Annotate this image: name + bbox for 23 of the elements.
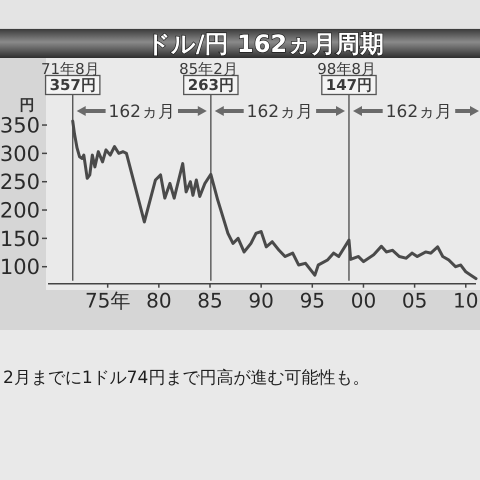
text: 2月までに1ドル74円まで円高が進む可能性も。 [3, 368, 370, 388]
annotation: 162ヵ月 [246, 102, 314, 122]
y-tick-label: 300 [0, 142, 40, 166]
y-tick-label: 250 [0, 170, 40, 194]
y-tick-label: 100 [0, 255, 40, 280]
x-tick-label: 75年 [84, 288, 130, 313]
ref-line-label: 98年8月 147円 [317, 60, 376, 94]
x-tick-label: 90 [248, 288, 274, 313]
ref-line-label: 71年8月 357円 [41, 60, 100, 94]
y-axis-title: 円 [20, 96, 34, 114]
chart-title: ドル/円 162ヵ月周期 [146, 30, 384, 58]
x-tick-label: 10 [453, 288, 478, 313]
x-tick-label: 85 [197, 288, 223, 313]
x-tick-label: 95 [300, 288, 326, 313]
annotation: 162ヵ月 [386, 102, 452, 122]
x-tick-label: 80 [146, 288, 172, 313]
x-tick-label: 05 [402, 288, 428, 313]
y-tick-label: 150 [0, 226, 40, 251]
x-tick-label: 00 [350, 288, 376, 313]
ref-line-label: 85年2月 263円 [179, 60, 238, 94]
annotation: 162ヵ月 [108, 102, 176, 122]
y-tick-label: 200 [0, 198, 40, 223]
y-tick-label: 350 [0, 114, 40, 138]
